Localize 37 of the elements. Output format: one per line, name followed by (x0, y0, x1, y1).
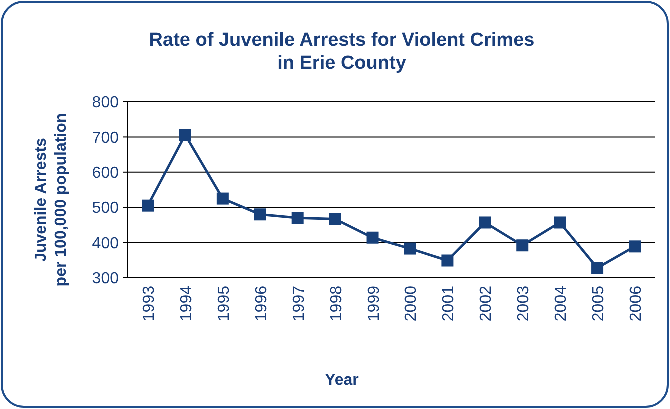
point (516, 240, 529, 252)
x-tick-label: 1998 (328, 286, 346, 322)
point (292, 212, 304, 224)
x-axis-title: Year (325, 372, 359, 389)
point (442, 254, 454, 267)
x-tick-label: 2006 (628, 286, 645, 322)
x-tick-label: 1994 (178, 286, 196, 322)
x-tick-label: 1997 (290, 286, 308, 322)
y-tick-label: 300 (92, 270, 120, 288)
x-tick-label: 1995 (216, 286, 233, 322)
x-tick-label: 1996 (253, 286, 270, 322)
x-tick-label: 2005 (590, 286, 608, 322)
x-tick-label: 1993 (141, 286, 158, 322)
x-tick-label: 2002 (478, 286, 496, 322)
point (592, 262, 604, 274)
x-tick-label: 2001 (440, 286, 458, 322)
y-tick-label: 800 (92, 94, 120, 112)
y-tick-label: 500 (92, 200, 120, 218)
point (554, 216, 566, 229)
x-tick-label: 1999 (366, 286, 383, 322)
chart-title: Rate of Juvenile Arrests for Violent Crimes in Erie County (149, 30, 535, 74)
point (254, 208, 266, 221)
point (404, 242, 416, 255)
point (179, 129, 192, 142)
point (366, 232, 379, 244)
x-tick-label: 2000 (403, 286, 420, 322)
y-axis-title: Juvenile Arrests per 100,000 population (33, 113, 70, 287)
x-tick-label: 2004 (553, 286, 570, 322)
y-tick-label: 600 (92, 165, 120, 182)
y-tick-label: 700 (92, 130, 120, 147)
point (329, 213, 342, 226)
point (479, 216, 492, 229)
point (629, 240, 641, 253)
point (216, 192, 229, 205)
point (142, 200, 154, 212)
x-tick-label: 2003 (516, 286, 533, 322)
y-tick-label: 400 (92, 235, 120, 252)
